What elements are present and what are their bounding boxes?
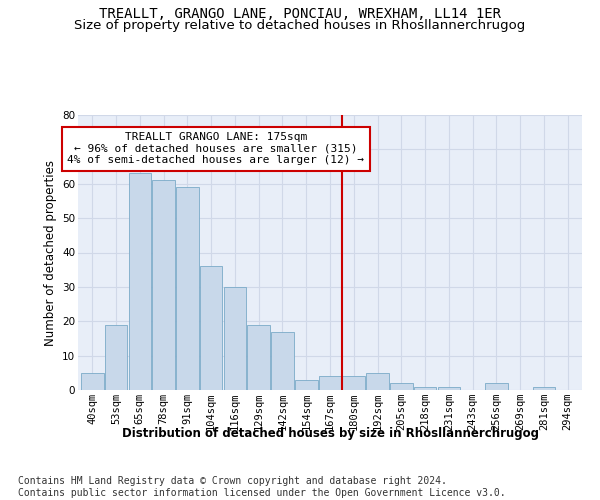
Bar — [414, 386, 436, 390]
Text: Contains HM Land Registry data © Crown copyright and database right 2024.
Contai: Contains HM Land Registry data © Crown c… — [18, 476, 506, 498]
Text: TREALLT, GRANGO LANE, PONCIAU, WREXHAM, LL14 1ER: TREALLT, GRANGO LANE, PONCIAU, WREXHAM, … — [99, 8, 501, 22]
Bar — [176, 187, 199, 390]
Bar — [533, 386, 555, 390]
Text: Size of property relative to detached houses in Rhosllannerchrugog: Size of property relative to detached ho… — [74, 19, 526, 32]
Bar — [295, 380, 317, 390]
Bar — [390, 383, 413, 390]
Bar — [128, 174, 151, 390]
Bar — [271, 332, 294, 390]
Bar — [437, 386, 460, 390]
Text: TREALLT GRANGO LANE: 175sqm
← 96% of detached houses are smaller (315)
4% of sem: TREALLT GRANGO LANE: 175sqm ← 96% of det… — [67, 132, 364, 166]
Bar — [224, 287, 246, 390]
Bar — [105, 324, 127, 390]
Bar — [343, 376, 365, 390]
Bar — [81, 373, 104, 390]
Bar — [247, 324, 270, 390]
Y-axis label: Number of detached properties: Number of detached properties — [44, 160, 56, 346]
Bar — [200, 266, 223, 390]
Bar — [485, 383, 508, 390]
Bar — [366, 373, 389, 390]
Bar — [152, 180, 175, 390]
Text: Distribution of detached houses by size in Rhosllannerchrugog: Distribution of detached houses by size … — [121, 428, 539, 440]
Bar — [319, 376, 341, 390]
